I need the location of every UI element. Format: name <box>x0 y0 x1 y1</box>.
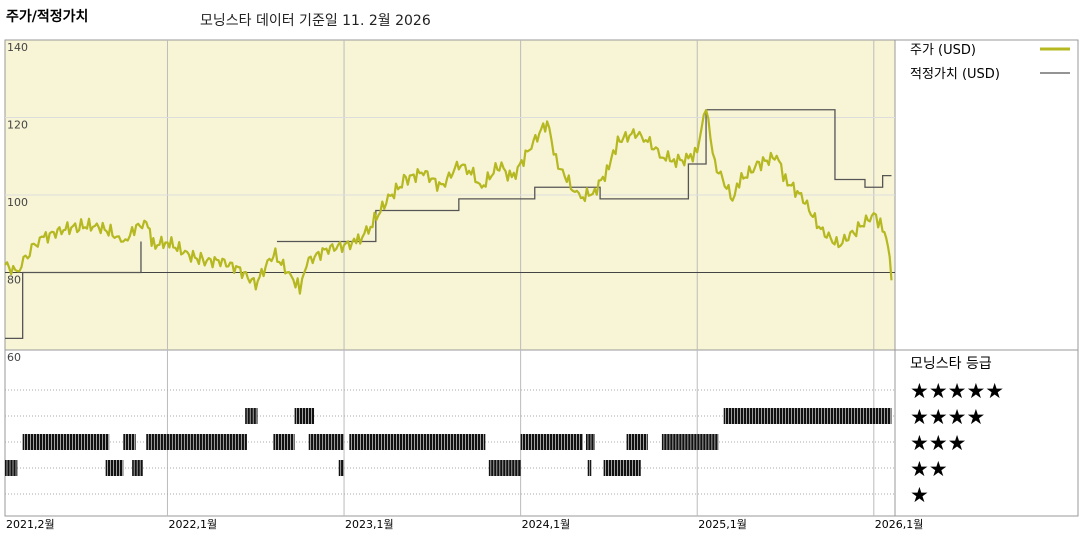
x-tick-label: 2021,2월 <box>6 518 55 531</box>
x-tick-label: 2024,1월 <box>522 518 571 531</box>
rating-segment <box>5 460 18 476</box>
legend-label-fair-value: 적정가치 (USD) <box>910 67 1000 82</box>
y-tick-label: 100 <box>7 196 28 209</box>
rating-segment <box>245 408 258 424</box>
rating-bars <box>5 389 895 495</box>
chart-title: 주가/적정가치 <box>6 9 89 25</box>
rating-level-stars: ★★★★★ <box>910 379 1004 403</box>
rating-level-stars: ★★★ <box>910 431 966 455</box>
x-tick-label: 2026,1월 <box>875 518 924 531</box>
rating-segment <box>603 460 641 476</box>
x-tick-label: 2022,1월 <box>168 518 217 531</box>
fair-value-line <box>5 109 892 340</box>
rating-segment <box>105 460 124 476</box>
rating-level-stars: ★★★★ <box>910 405 985 429</box>
price-series <box>4 109 893 295</box>
price-line <box>4 109 893 295</box>
rating-segment <box>723 408 892 424</box>
rating-segment <box>520 434 583 450</box>
y-tick-labels: 60 80 100 120 140 <box>7 41 28 364</box>
legend: 주가 (USD) 적정가치 (USD) <box>910 43 1070 82</box>
rating-segment <box>123 434 136 450</box>
rating-title: 모닝스타 등급 <box>910 356 992 372</box>
rating-segment <box>661 434 719 450</box>
data-date-label: 모닝스타 데이터 기준일 11. 2월 2026 <box>200 13 431 29</box>
rating-segment <box>273 434 295 450</box>
x-tick-label: 2025,1월 <box>698 518 747 531</box>
y-tick-label: 120 <box>7 119 28 132</box>
rating-level-stars: ★ <box>910 483 929 507</box>
rating-segment <box>146 434 247 450</box>
rating-segment <box>308 434 345 450</box>
legend-label-price: 주가 (USD) <box>910 43 976 58</box>
rating-segment <box>585 434 595 450</box>
rating-segment <box>294 408 315 424</box>
rating-segment <box>22 434 110 450</box>
chart-frame <box>4 39 1079 517</box>
fair-value-series <box>5 109 892 340</box>
rating-legend: 모닝스타 등급★★★★★★★★★★★★★★★ <box>910 356 1004 507</box>
rating-level-stars: ★★ <box>910 457 948 481</box>
rating-segment <box>338 460 345 476</box>
x-tick-label: 2023,1월 <box>345 518 394 531</box>
y-tick-label: 80 <box>7 274 21 287</box>
y-tick-label: 60 <box>7 351 21 364</box>
x-tick-labels: 2021,2월 2022,1월 2023,1월 2024,1월 2025,1월 2026,… <box>6 518 923 531</box>
y-tick-label: 140 <box>7 41 28 54</box>
rating-segment <box>626 434 648 450</box>
